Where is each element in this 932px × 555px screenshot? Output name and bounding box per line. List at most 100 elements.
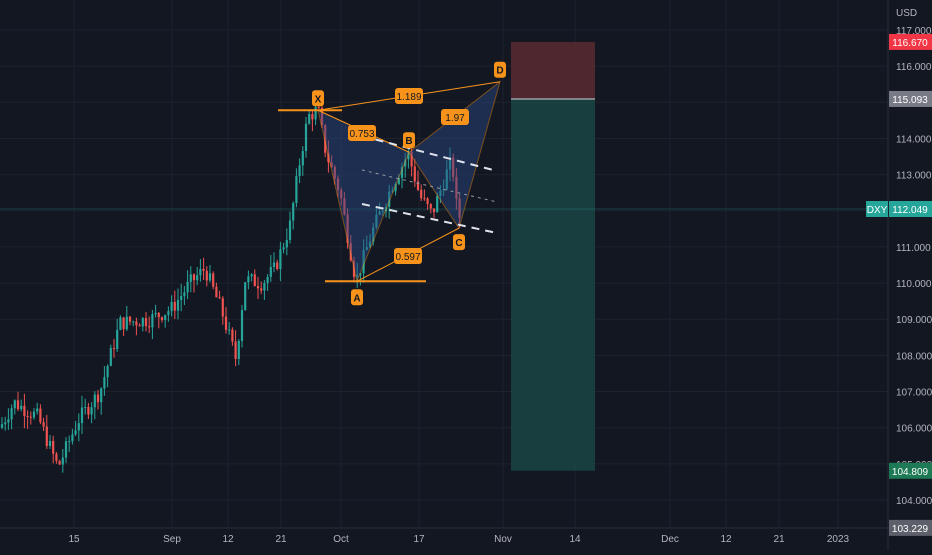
point-label-bg-x[interactable] — [312, 90, 324, 107]
ratio-label-bg[interactable] — [441, 109, 469, 125]
channel-lower-line — [361, 203, 498, 234]
candle-body — [180, 296, 183, 300]
currency-label: USD — [896, 8, 917, 19]
candle-body — [84, 406, 87, 408]
candle-body — [10, 408, 13, 420]
candle-body — [429, 204, 432, 209]
point-label-bg-a[interactable] — [351, 289, 363, 306]
candle-body — [157, 312, 160, 318]
take-profit-zone[interactable] — [511, 98, 595, 471]
candle-body — [29, 416, 32, 418]
candle-body — [36, 408, 39, 412]
candle-body — [247, 276, 250, 283]
candle-body — [439, 190, 442, 196]
candle-body — [148, 326, 151, 328]
candle-body — [58, 460, 61, 465]
candle-body — [292, 203, 295, 221]
y-tick-label: 106.000 — [896, 424, 932, 435]
candle-body — [263, 282, 266, 291]
candle-body — [269, 266, 272, 277]
candle-body — [224, 316, 228, 330]
candle-body — [74, 430, 77, 435]
candle-body — [442, 189, 445, 191]
ratio-label: 0.753 — [349, 129, 374, 140]
candle-body — [260, 288, 263, 291]
candle-body — [365, 247, 368, 251]
candle-body — [196, 275, 199, 281]
candle-body — [279, 249, 282, 269]
candle-body — [407, 151, 410, 160]
candle-body — [343, 198, 346, 215]
symbol-badge-bg — [866, 200, 888, 217]
candle-body — [116, 329, 119, 350]
candle-body — [298, 165, 301, 177]
ratio-label-bg[interactable] — [394, 248, 422, 264]
x-tick-label: 14 — [569, 534, 581, 545]
candle-body — [228, 329, 231, 331]
candle-body — [93, 394, 96, 408]
candle-body — [333, 166, 336, 179]
candle-body — [170, 301, 173, 312]
candle-body — [132, 321, 135, 323]
y-tick-label: 114.000 — [896, 134, 932, 145]
candle-body — [314, 107, 317, 120]
ratio-label-bg[interactable] — [348, 125, 376, 141]
candle-body — [404, 159, 407, 167]
candle-body — [378, 211, 381, 215]
point-label-bg-b[interactable] — [403, 132, 415, 149]
candle-body — [397, 177, 400, 184]
candle-body — [336, 178, 340, 191]
price-badge-last: 112.049 — [892, 205, 928, 216]
candle-body — [375, 214, 378, 228]
candle-body — [64, 441, 68, 458]
ratio-label: 1.189 — [396, 92, 421, 103]
candle-body — [221, 298, 224, 317]
candle-body — [138, 325, 141, 327]
candle-body — [416, 181, 420, 190]
candle-body — [240, 310, 244, 342]
candle-body — [7, 419, 10, 423]
x-tick-label: 2023 — [827, 534, 850, 545]
candle-body — [432, 208, 436, 213]
candle-body — [109, 347, 112, 366]
candle-body — [327, 152, 330, 163]
candle-body — [205, 270, 208, 281]
candle-body — [160, 317, 164, 321]
ratio-label-bg[interactable] — [395, 88, 423, 104]
candle-body — [356, 274, 359, 277]
point-label-bg-d[interactable] — [494, 61, 506, 78]
candle-body — [420, 189, 423, 199]
candle-body — [164, 314, 167, 321]
candle-body — [26, 415, 29, 417]
candle-body — [173, 301, 176, 311]
candle-body — [183, 292, 186, 297]
point-label-c: C — [455, 238, 462, 249]
candle-body — [32, 411, 36, 418]
harmonic-pattern[interactable]: X A B C D 1.189 0.753 1.97 0.597 — [278, 61, 506, 306]
candlesticks — [0, 95, 461, 473]
candle-body — [186, 281, 189, 293]
point-label-a: A — [353, 293, 360, 304]
candle-body — [362, 250, 365, 274]
candle-body — [45, 426, 48, 446]
y-tick-label: 109.000 — [896, 315, 932, 326]
price-badge-bg-entry — [889, 90, 932, 107]
x-tick-label: 12 — [222, 534, 234, 545]
candle-body — [48, 440, 52, 446]
stop-loss-zone[interactable] — [511, 41, 595, 99]
y-tick-label: 117.000 — [896, 26, 932, 37]
candle-body — [317, 107, 320, 109]
candle-body — [55, 453, 58, 461]
candle-body — [276, 262, 279, 269]
price-badge-entry: 115.093 — [892, 95, 928, 106]
channel-upper-line — [361, 135, 498, 172]
price-badge-bg-low — [889, 519, 932, 536]
candle-body — [176, 299, 180, 311]
price-badge-target: 104.809 — [892, 467, 929, 478]
candle-body — [282, 247, 285, 250]
point-label-bg-c[interactable] — [453, 234, 465, 251]
candle-body — [77, 423, 80, 431]
